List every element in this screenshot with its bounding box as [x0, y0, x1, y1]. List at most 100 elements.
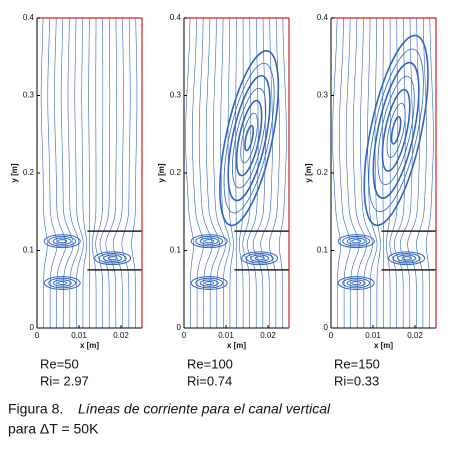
recirculation	[337, 234, 375, 249]
annotation: Re=100	[187, 356, 233, 371]
streamline	[91, 18, 97, 328]
x-axis-label: x [m]	[374, 341, 393, 350]
streamline	[54, 17, 67, 328]
streamline	[374, 18, 381, 328]
x-tick-label: 0.02	[113, 331, 129, 340]
recirculation	[392, 252, 421, 264]
vortex	[381, 88, 411, 172]
recirculation	[43, 276, 81, 290]
x-tick-label: 0.01	[218, 331, 234, 340]
streamline	[40, 17, 48, 328]
annotation: Ri=0.74	[187, 373, 232, 388]
recirculation	[204, 239, 215, 244]
vortex	[232, 87, 267, 189]
annotation: Ri= 2.97	[40, 373, 89, 388]
streamline	[338, 17, 351, 328]
annotation: Ri=0.33	[334, 373, 379, 388]
streamline	[112, 18, 124, 328]
recirculation	[94, 251, 132, 266]
recirculation	[48, 235, 77, 247]
recirculation	[48, 277, 77, 289]
vortex	[390, 116, 402, 145]
y-tick-label: 0.4	[170, 13, 182, 22]
streamline	[399, 17, 413, 328]
x-tick-label: 0.02	[407, 331, 423, 340]
recirculation	[250, 254, 270, 262]
vortex	[235, 99, 263, 177]
y-tick-label: 0.3	[317, 91, 329, 100]
recirculation	[337, 276, 375, 290]
streamline	[242, 17, 252, 328]
x-tick-label: 0.01	[71, 331, 87, 340]
streamline	[278, 17, 287, 328]
vortex	[223, 62, 275, 214]
streamline	[213, 17, 226, 328]
streamline	[360, 17, 373, 328]
recirculation	[103, 254, 123, 262]
x-tick-label: 0	[182, 331, 187, 340]
vortex	[244, 124, 255, 152]
recirculation	[397, 254, 417, 262]
recirculation	[346, 279, 366, 287]
streamline	[95, 18, 104, 328]
streamline	[235, 18, 237, 328]
caption-line2: para ΔT = 50K	[8, 421, 99, 437]
streamline	[345, 17, 360, 328]
recirculation	[388, 251, 426, 266]
recirculation	[342, 277, 371, 289]
vortex	[372, 61, 420, 199]
recirculation	[52, 237, 72, 245]
vortex	[363, 34, 429, 227]
x-tick-label: 0	[35, 331, 40, 340]
recirculation	[190, 276, 228, 290]
recirculation	[346, 237, 366, 245]
y-tick-label: 0.1	[170, 246, 182, 255]
x-axis-label: x [m]	[227, 341, 246, 350]
vortex	[227, 74, 271, 202]
streamline	[88, 18, 90, 328]
y-tick-label: 0.4	[23, 13, 35, 22]
recirculation	[245, 252, 274, 264]
recirculation	[204, 280, 215, 286]
y-tick-label: 0.4	[317, 13, 329, 22]
recirculation	[57, 280, 68, 286]
caption-label: Figura 8.	[8, 401, 63, 417]
streamline	[407, 17, 420, 328]
y-axis-label: y [m]	[10, 163, 19, 182]
streamline	[382, 18, 384, 328]
streamline	[81, 17, 88, 328]
vortex	[240, 112, 258, 164]
recirculation	[401, 256, 412, 261]
plot-area	[185, 17, 289, 329]
streamline	[246, 18, 259, 328]
recirculation	[52, 279, 72, 287]
vortex	[386, 102, 406, 158]
streamline	[393, 18, 406, 328]
y-tick-label: 0.2	[23, 168, 35, 177]
recirculation	[351, 280, 362, 286]
y-tick-label: 0.1	[317, 246, 329, 255]
recirculation	[254, 256, 265, 261]
streamline	[385, 18, 391, 328]
plot-area	[332, 17, 436, 329]
streamline	[121, 18, 131, 328]
y-tick-label: 0.2	[317, 168, 329, 177]
recirculation	[241, 251, 279, 266]
streamline	[74, 18, 84, 328]
caption-text: Líneas de corriente para el canal vertic…	[78, 401, 331, 417]
streamline	[238, 18, 244, 328]
recirculation	[57, 239, 68, 244]
y-tick-label: 0.1	[23, 246, 35, 255]
recirculation	[351, 239, 362, 244]
recirculation	[199, 279, 219, 287]
y-tick-label: 0	[177, 323, 182, 332]
y-tick-label: 0.3	[170, 91, 182, 100]
streamline	[415, 17, 427, 328]
y-tick-label: 0	[324, 323, 329, 332]
x-tick-label: 0	[329, 331, 334, 340]
recirculation	[98, 252, 127, 264]
streamline	[389, 17, 399, 328]
streamline	[191, 17, 204, 328]
streamline	[367, 17, 378, 328]
